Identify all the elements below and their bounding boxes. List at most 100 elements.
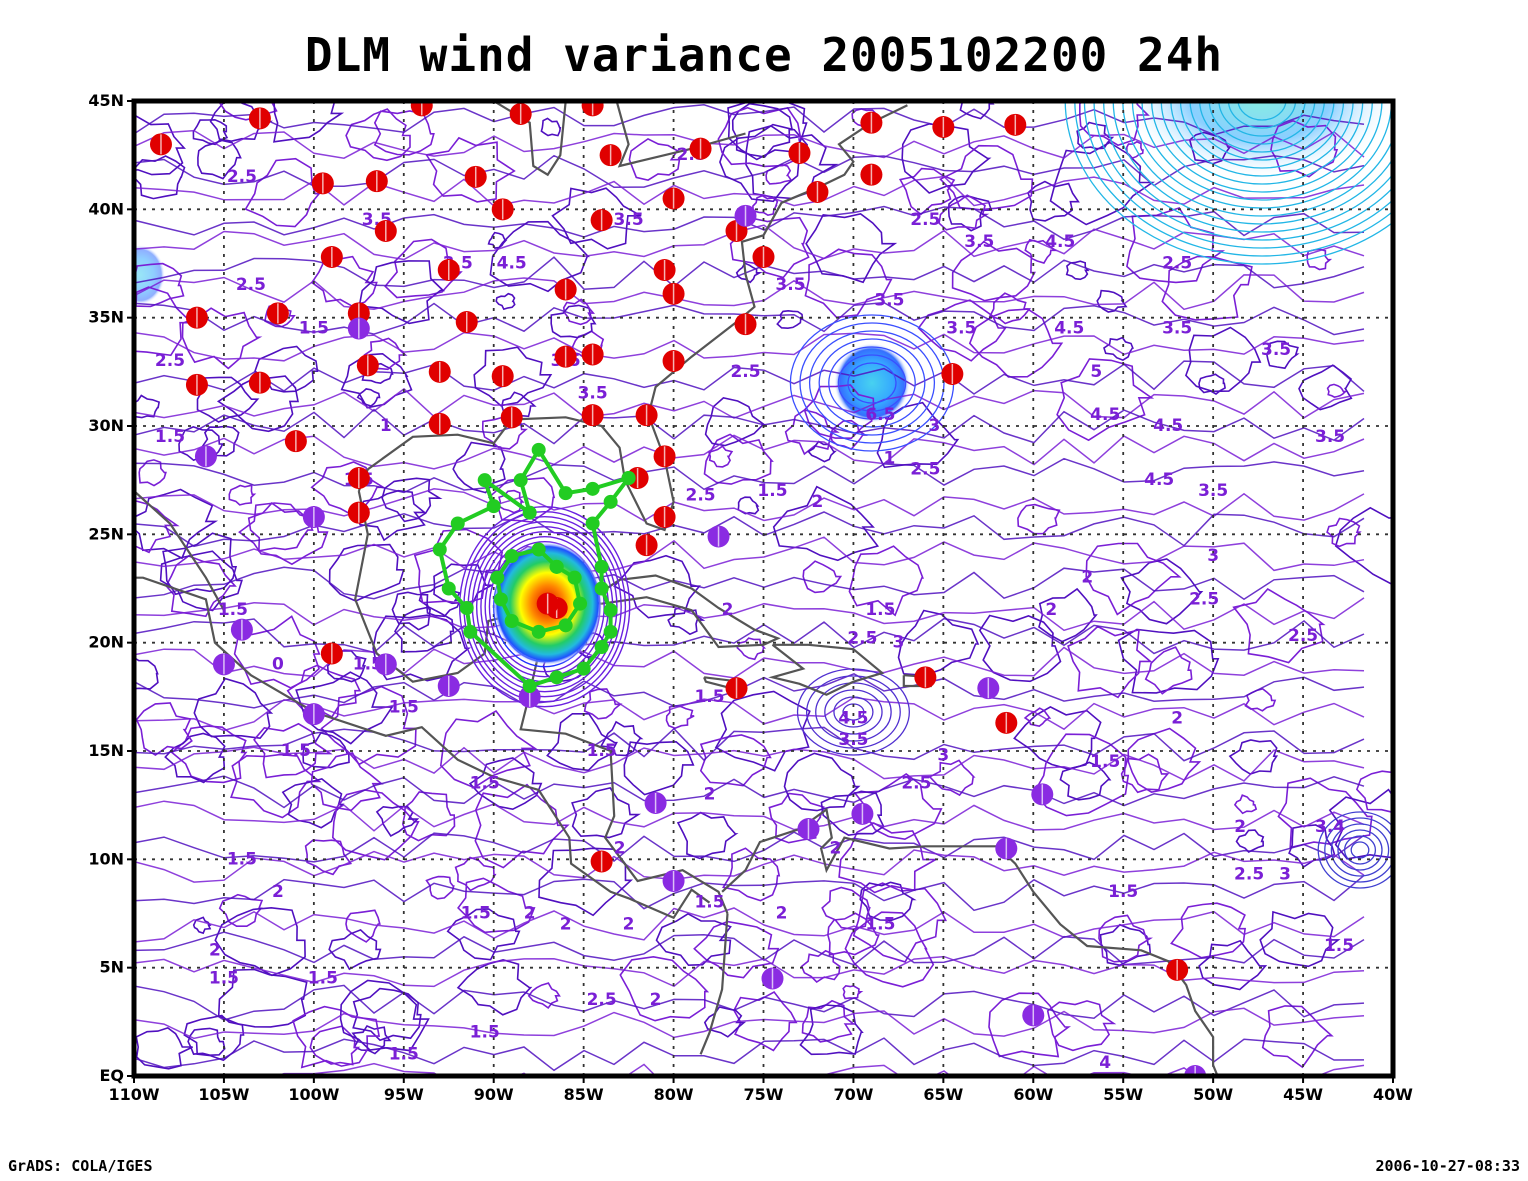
observation-marker-purple: [761, 967, 784, 990]
contour-line: [1161, 255, 1253, 321]
contour-line: [1232, 587, 1326, 664]
x-tick-label: 40W: [1373, 1085, 1413, 1104]
observation-marker-purple: [437, 675, 460, 697]
contour-line: [487, 231, 508, 249]
contour-label: 2: [776, 904, 788, 924]
contour-line: [134, 387, 1365, 419]
contour-line: [1049, 141, 1156, 226]
contour-line: [1074, 101, 1393, 257]
contour-label: 3.5: [1261, 340, 1291, 360]
observation-marker-red: [410, 101, 433, 117]
contour-line: [1099, 923, 1152, 967]
contour-line: [1326, 383, 1348, 398]
contour-line: [1259, 910, 1341, 968]
contour-line: [1270, 119, 1339, 178]
contour-line: [852, 882, 947, 963]
coastline: [768, 643, 885, 696]
x-tick-label: 95W: [384, 1085, 424, 1104]
contour-line: [134, 566, 1365, 601]
contour-label: 2.5: [1288, 626, 1318, 646]
contour-line: [1208, 101, 1316, 145]
contour-label: 3.5: [1162, 319, 1192, 339]
contour-line: [134, 408, 1365, 445]
contour-label: 2.5: [587, 990, 617, 1010]
footer-credit: GrADS: COLA/IGES: [8, 1157, 153, 1175]
contour-label: 4.5: [1090, 405, 1120, 425]
contour-line: [363, 337, 408, 371]
observation-marker-red: [581, 101, 604, 117]
observation-marker-purple: [302, 506, 325, 528]
contour-line: [192, 916, 212, 935]
contour-line: [1235, 829, 1265, 853]
contour-line: [134, 457, 1365, 494]
contour-line: [134, 726, 1365, 762]
contour-line: [800, 949, 841, 984]
contour-line: [254, 345, 319, 393]
contour-label: 1.5: [389, 698, 419, 718]
contour-line: [1324, 817, 1393, 883]
contour-line: [820, 790, 885, 837]
contour-label: 2.5: [155, 351, 185, 371]
track-point: [603, 494, 618, 509]
contour-line: [1337, 829, 1383, 871]
contour-line: [134, 984, 1365, 1021]
contour-label: 2: [650, 990, 662, 1010]
contour-line: [217, 968, 308, 1028]
observation-marker-purple: [347, 317, 370, 340]
contour-line: [844, 911, 935, 988]
contour-label: 3.5: [614, 210, 644, 230]
contour-line: [1024, 238, 1058, 264]
observation-marker-purple: [374, 653, 397, 676]
x-tick-label: 100W: [288, 1085, 339, 1104]
contour-line: [134, 955, 1365, 988]
observation-marker-red: [428, 412, 451, 435]
contour-line: [134, 256, 1365, 290]
contour-line: [848, 545, 924, 617]
track-point: [603, 624, 618, 639]
contour-label: 4.5: [1144, 470, 1174, 490]
contour-line: [898, 167, 956, 216]
observation-marker-red: [653, 259, 676, 281]
contour-line: [1306, 248, 1333, 271]
contour-label: 2: [1045, 600, 1057, 620]
observation-marker-red: [590, 850, 613, 873]
contour-line: [1184, 326, 1262, 393]
contour-label: 1.5: [757, 481, 787, 501]
contour-line: [599, 720, 644, 757]
observation-marker-purple: [797, 818, 820, 840]
observation-marker-purple: [1031, 783, 1054, 806]
footer-timestamp: 2006-10-27-08:33: [1375, 1157, 1521, 1175]
contour-line: [1179, 101, 1345, 169]
track-point: [594, 559, 609, 574]
contour-line: [901, 123, 992, 194]
contour-label: 2: [722, 600, 734, 620]
contour-line: [134, 360, 1365, 395]
contour-label: 2.5: [685, 485, 715, 505]
contour-line: [1189, 101, 1335, 161]
contour-label: 2: [812, 492, 824, 512]
contour-label: 1.5: [1324, 936, 1354, 956]
contour-line: [134, 672, 1365, 709]
contour-label: 2: [830, 839, 842, 859]
contour-line: [527, 982, 561, 1009]
contour-line: [351, 1025, 392, 1055]
contour-line: [853, 773, 943, 841]
contour-line: [328, 928, 382, 971]
contour-label: 2: [1081, 568, 1093, 588]
contour-line: [1112, 101, 1393, 225]
track-point: [459, 601, 474, 615]
contour-line: [703, 1006, 747, 1038]
contour-line: [805, 675, 901, 749]
contour-line: [244, 157, 321, 228]
contour-line: [676, 811, 739, 860]
contour-line: [345, 909, 381, 943]
contour-label: 4: [1099, 1053, 1111, 1073]
contour-line: [164, 732, 226, 784]
contour-label: 1.5: [281, 741, 311, 761]
contour-line: [134, 1037, 1365, 1072]
observation-marker-purple: [662, 870, 685, 892]
contour-line: [1122, 101, 1393, 217]
track-point: [573, 596, 588, 611]
contour-line: [356, 388, 381, 407]
x-tick-label: 90W: [474, 1085, 514, 1104]
